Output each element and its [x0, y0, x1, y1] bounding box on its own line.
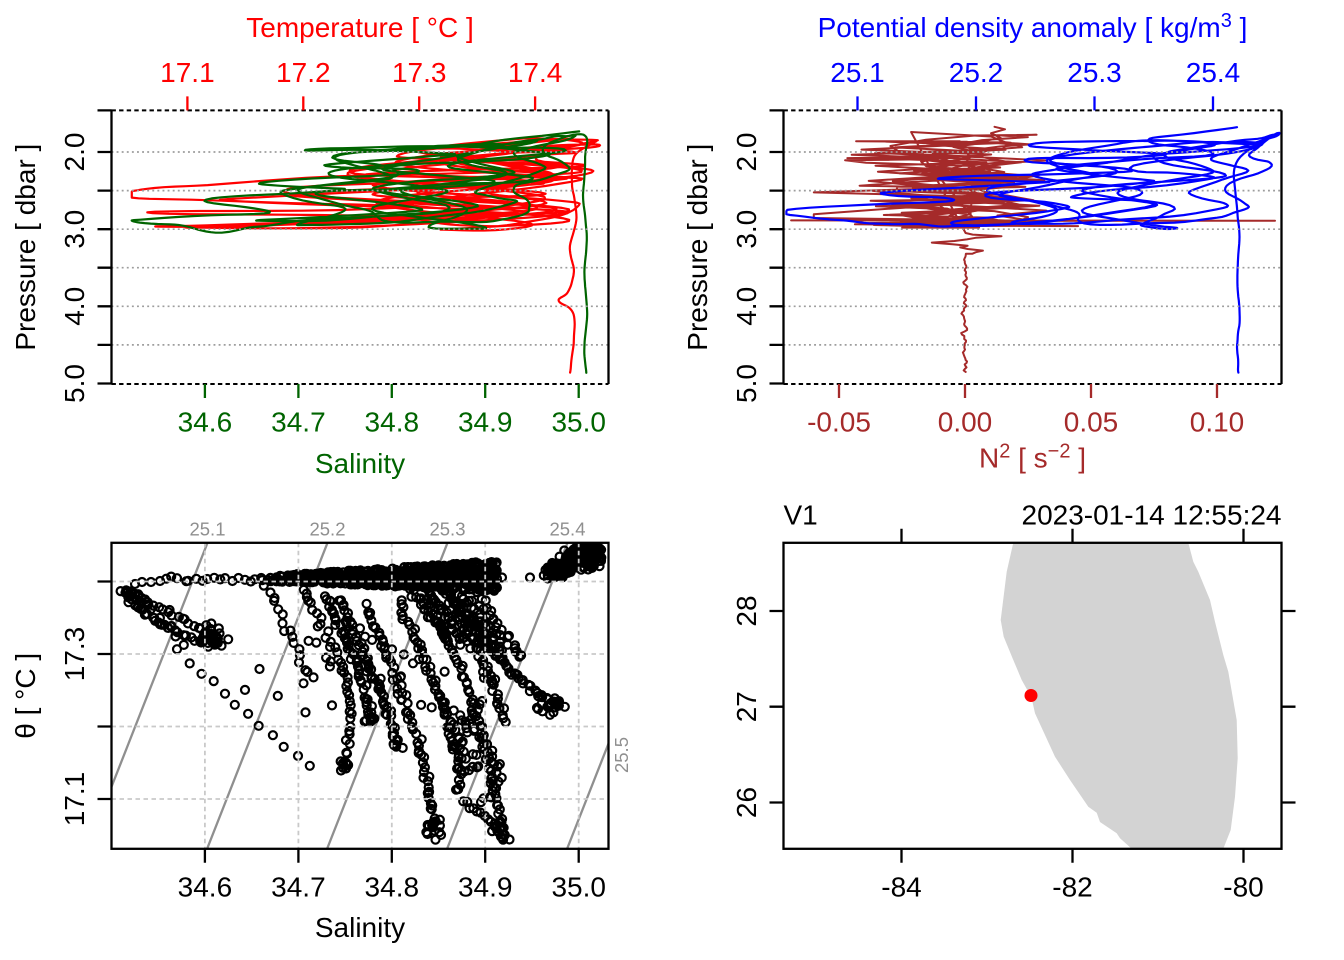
- svg-text:3.0: 3.0: [59, 210, 90, 249]
- svg-text:17.3: 17.3: [59, 627, 90, 682]
- svg-text:Salinity: Salinity: [315, 912, 405, 943]
- svg-text:3.0: 3.0: [731, 210, 762, 249]
- svg-text:5.0: 5.0: [59, 364, 90, 403]
- svg-text:0.10: 0.10: [1190, 407, 1245, 438]
- svg-text:34.8: 34.8: [365, 871, 420, 902]
- svg-text:N2 [ s−2 ]: N2 [ s−2 ]: [979, 441, 1086, 474]
- svg-text:34.9: 34.9: [458, 407, 513, 438]
- svg-text:25.4: 25.4: [549, 519, 585, 540]
- svg-text:34.6: 34.6: [178, 407, 233, 438]
- svg-text:-84: -84: [881, 871, 921, 902]
- svg-text:-82: -82: [1052, 871, 1092, 902]
- svg-text:Salinity: Salinity: [315, 448, 405, 479]
- svg-text:34.6: 34.6: [178, 871, 233, 902]
- svg-text:17.2: 17.2: [276, 57, 331, 88]
- svg-text:0.00: 0.00: [938, 407, 993, 438]
- svg-text:25.2: 25.2: [309, 519, 345, 540]
- svg-text:25.1: 25.1: [189, 519, 225, 540]
- svg-text:25.3: 25.3: [1067, 57, 1122, 88]
- svg-text:Pressure [ dbar ]: Pressure [ dbar ]: [682, 144, 713, 351]
- svg-text:34.7: 34.7: [271, 871, 326, 902]
- svg-text:25.4: 25.4: [1186, 57, 1241, 88]
- svg-text:25.1: 25.1: [830, 57, 885, 88]
- svg-text:0.05: 0.05: [1064, 407, 1119, 438]
- svg-text:2.0: 2.0: [59, 133, 90, 172]
- svg-text:27: 27: [731, 691, 762, 722]
- svg-text:35.0: 35.0: [551, 871, 606, 902]
- svg-text:34.7: 34.7: [271, 407, 326, 438]
- svg-text:25.2: 25.2: [949, 57, 1004, 88]
- svg-text:-80: -80: [1223, 871, 1263, 902]
- svg-text:θ [ °C ]: θ [ °C ]: [10, 653, 41, 739]
- svg-text:Pressure [ dbar ]: Pressure [ dbar ]: [10, 144, 41, 351]
- svg-text:-0.05: -0.05: [807, 407, 871, 438]
- svg-text:26: 26: [731, 787, 762, 818]
- svg-text:4.0: 4.0: [59, 287, 90, 326]
- svg-text:25.3: 25.3: [429, 519, 465, 540]
- svg-text:17.1: 17.1: [160, 57, 215, 88]
- svg-text:Potential density anomaly [ kg: Potential density anomaly [ kg/m3 ]: [818, 10, 1248, 43]
- svg-text:25.5: 25.5: [611, 737, 632, 773]
- svg-text:Temperature [ °C ]: Temperature [ °C ]: [246, 12, 474, 43]
- svg-text:V1: V1: [784, 500, 818, 531]
- svg-text:2023-01-14 12:55:24: 2023-01-14 12:55:24: [1022, 500, 1282, 531]
- svg-text:17.3: 17.3: [392, 57, 447, 88]
- svg-text:4.0: 4.0: [731, 287, 762, 326]
- svg-text:17.1: 17.1: [59, 772, 90, 827]
- svg-text:17.4: 17.4: [508, 57, 563, 88]
- svg-text:35.0: 35.0: [551, 407, 606, 438]
- svg-text:34.8: 34.8: [365, 407, 420, 438]
- svg-text:2.0: 2.0: [731, 133, 762, 172]
- svg-text:34.9: 34.9: [458, 871, 513, 902]
- svg-text:5.0: 5.0: [731, 364, 762, 403]
- svg-text:28: 28: [731, 595, 762, 626]
